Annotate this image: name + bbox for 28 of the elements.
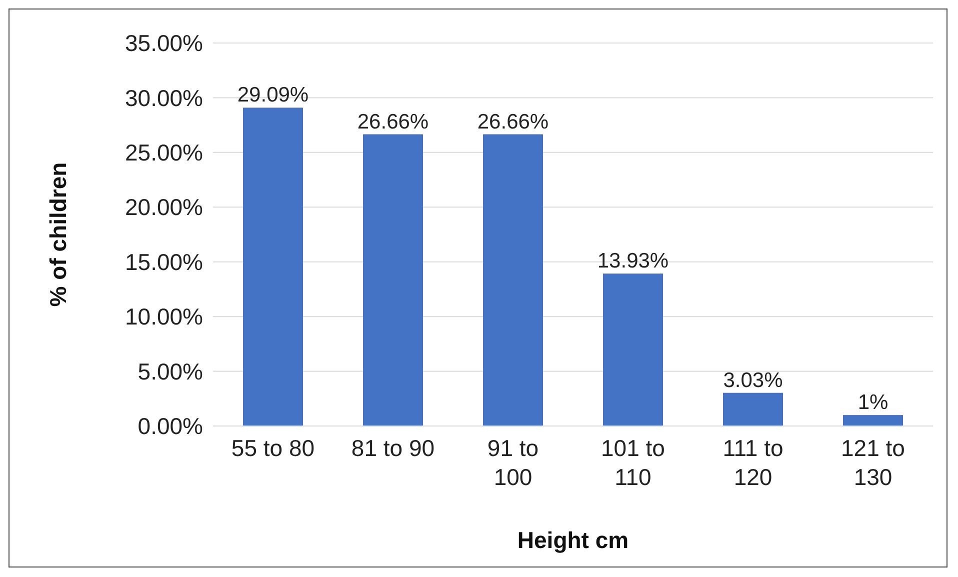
bar	[603, 274, 663, 426]
bar	[243, 108, 303, 426]
bar	[483, 134, 543, 426]
x-tick-label: 81 to 90	[351, 435, 435, 461]
y-axis-title: % of children	[45, 162, 71, 307]
data-label: 13.93%	[597, 250, 669, 273]
y-tick-label: 25.00%	[124, 139, 203, 166]
bar	[843, 415, 903, 426]
y-tick-label: 5.00%	[138, 358, 203, 384]
data-label: 26.66%	[357, 110, 429, 134]
x-tick-label: 111 to 120	[722, 435, 784, 490]
y-tick-label: 35.00%	[124, 30, 203, 56]
x-tick-label: 91 to 100	[487, 435, 539, 490]
x-axis-title: Height cm	[517, 527, 629, 553]
bar	[363, 134, 423, 426]
y-tick-label: 10.00%	[124, 304, 203, 330]
y-tick-label: 20.00%	[124, 194, 203, 220]
data-label: 29.09%	[237, 84, 309, 107]
y-tick-label: 0.00%	[138, 413, 203, 440]
data-label: 3.03%	[723, 368, 783, 392]
x-tick-label: 121 to 130	[841, 435, 905, 490]
y-tick-label: 15.00%	[124, 248, 203, 275]
x-tick-label: 55 to 80	[231, 435, 315, 461]
bar	[723, 392, 783, 426]
x-tick-label: 101 to 110	[601, 435, 665, 490]
y-tick-label: 30.00%	[124, 84, 203, 111]
data-label: 26.66%	[477, 110, 549, 134]
data-label: 1%	[858, 391, 888, 414]
